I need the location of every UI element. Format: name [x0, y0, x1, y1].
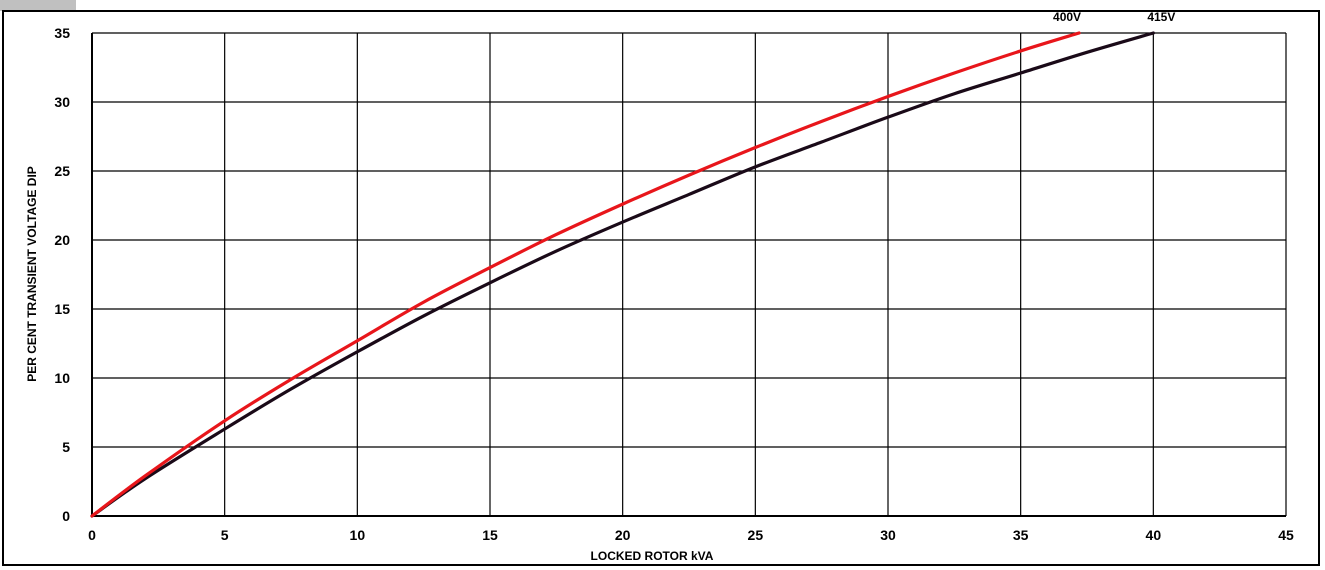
chart-frame — [2, 10, 1320, 566]
y-axis-title: PER CENT TRANSIENT VOLTAGE DIP — [25, 166, 39, 382]
y-tick-labels: 0 5 10 15 20 25 30 35 — [54, 25, 70, 524]
x-tick-label: 15 — [482, 527, 498, 543]
y-tick-label: 10 — [54, 370, 70, 386]
series-label-415v: 415V — [1147, 10, 1175, 24]
x-tick-label: 35 — [1013, 527, 1029, 543]
x-tick-label: 45 — [1278, 527, 1294, 543]
y-tick-label: 20 — [54, 232, 70, 248]
y-tick-label: 0 — [62, 508, 70, 524]
x-tick-label: 5 — [221, 527, 229, 543]
y-tick-label: 30 — [54, 94, 70, 110]
x-tick-label: 0 — [88, 527, 96, 543]
x-tick-labels: 0 5 10 15 20 25 30 35 40 45 — [88, 527, 1294, 543]
series-label-400v: 400V — [1053, 10, 1081, 24]
series-line-415v — [90, 31, 1155, 518]
x-tick-label: 20 — [615, 527, 631, 543]
header-tab — [0, 0, 76, 11]
series-line-400v — [90, 31, 1081, 518]
y-tick-label: 25 — [54, 163, 70, 179]
grid — [91, 32, 1287, 517]
x-tick-label: 25 — [748, 527, 764, 543]
y-tick-label: 35 — [54, 25, 70, 41]
x-tick-label: 10 — [350, 527, 366, 543]
y-tick-label: 15 — [54, 301, 70, 317]
x-tick-label: 40 — [1146, 527, 1162, 543]
x-tick-label: 30 — [880, 527, 896, 543]
series-layer — [90, 31, 1155, 518]
series-labels: 415V 400V — [1053, 10, 1175, 24]
y-tick-label: 5 — [62, 439, 70, 455]
x-axis-title: LOCKED ROTOR kVA — [591, 549, 714, 563]
